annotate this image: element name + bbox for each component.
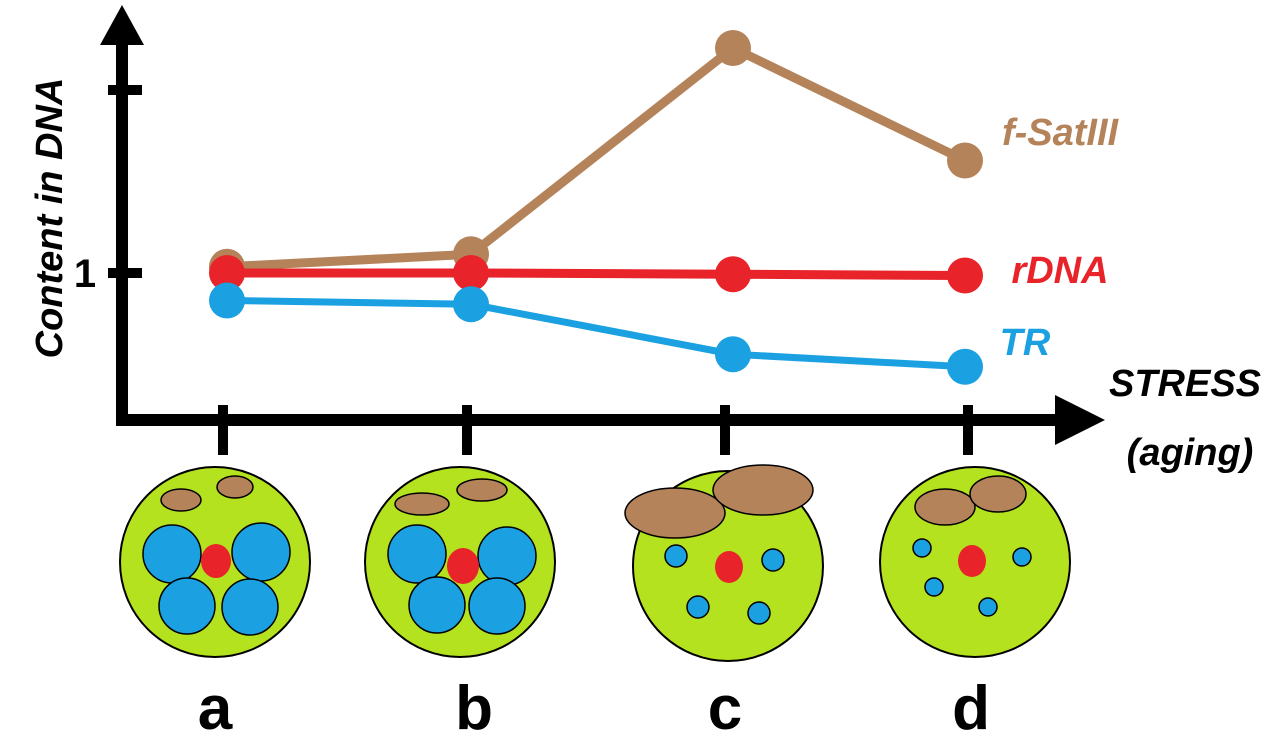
x-axis-label-line2: (aging) bbox=[1127, 432, 1254, 474]
rdna-body bbox=[201, 544, 231, 578]
data-point-rdna-d bbox=[947, 257, 983, 294]
tr-body bbox=[468, 577, 526, 635]
category-label-a: a bbox=[198, 674, 233, 743]
tr-body bbox=[747, 601, 771, 625]
tr-body bbox=[387, 524, 447, 584]
data-point-f-satiii-d bbox=[947, 142, 983, 179]
series-line-f-satiii bbox=[226, 43, 967, 272]
satellite-body bbox=[914, 488, 976, 526]
nucleus-a bbox=[119, 466, 311, 658]
x-axis-arrowhead bbox=[1055, 395, 1105, 445]
data-point-tr-a bbox=[209, 282, 245, 319]
tr-body bbox=[686, 595, 710, 619]
satellite-body bbox=[456, 478, 508, 502]
series-line-rdna bbox=[227, 268, 966, 280]
y-axis-label: Content in DNA bbox=[29, 78, 71, 359]
satellite-body bbox=[712, 464, 814, 516]
tr-body bbox=[924, 577, 944, 597]
data-point-tr-b bbox=[453, 286, 489, 323]
series-line-tr bbox=[226, 297, 966, 371]
nucleus-d bbox=[879, 466, 1071, 658]
y-tick-label: 1 bbox=[74, 252, 96, 296]
tr-body bbox=[761, 548, 785, 572]
tr-body bbox=[1012, 547, 1032, 567]
tr-body bbox=[477, 526, 537, 586]
tr-body bbox=[142, 524, 202, 584]
series-layer bbox=[209, 30, 983, 385]
tr-body bbox=[912, 538, 932, 558]
category-label-b: b bbox=[455, 674, 493, 743]
y-axis-arrowhead bbox=[100, 5, 144, 45]
series-label-tr: TR bbox=[1000, 322, 1051, 364]
rdna-body bbox=[715, 551, 743, 583]
data-point-rdna-c bbox=[715, 256, 751, 293]
tr-body bbox=[408, 576, 466, 634]
series-label-fsatiii: f-SatIII bbox=[1002, 112, 1120, 154]
data-point-tr-d bbox=[947, 348, 983, 385]
data-point-tr-c bbox=[715, 336, 751, 373]
category-label-c: c bbox=[708, 674, 742, 743]
satellite-body bbox=[624, 487, 726, 539]
data-point-f-satiii-c bbox=[715, 30, 751, 66]
satellite-body bbox=[160, 488, 202, 512]
tr-body bbox=[664, 544, 688, 568]
satellite-body bbox=[394, 492, 450, 516]
data-point-rdna-b bbox=[453, 255, 489, 291]
tr-body bbox=[231, 522, 291, 582]
rdna-body bbox=[447, 548, 479, 584]
category-label-d: d bbox=[952, 674, 990, 743]
rdna-body bbox=[958, 545, 986, 577]
nucleus-b bbox=[364, 466, 556, 658]
satellite-body bbox=[216, 475, 254, 499]
tr-body bbox=[158, 577, 216, 635]
tr-body bbox=[221, 578, 279, 636]
data-point-rdna-a bbox=[209, 255, 245, 291]
axes bbox=[100, 5, 1105, 455]
nucleus-c bbox=[624, 464, 824, 662]
satellite-body bbox=[969, 475, 1027, 513]
tr-body bbox=[978, 597, 998, 617]
x-axis-label-line1: STRESS bbox=[1109, 363, 1261, 405]
series-label-rdna: rDNA bbox=[1011, 250, 1108, 292]
